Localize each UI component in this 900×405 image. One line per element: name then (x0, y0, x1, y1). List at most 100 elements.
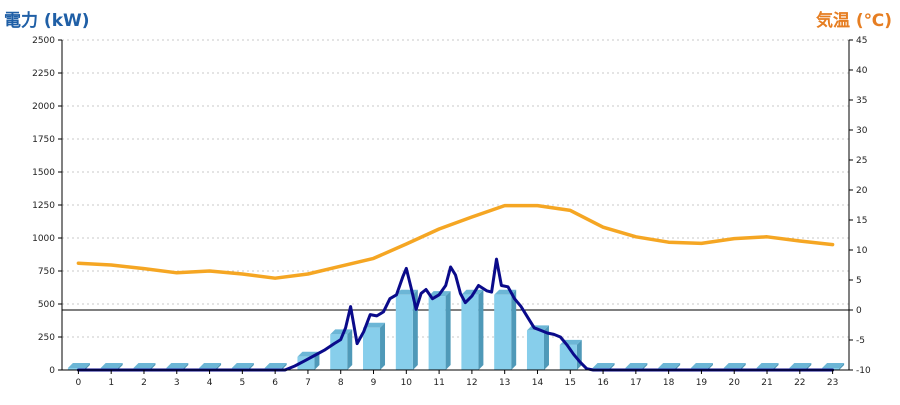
x-tick-label: 16 (597, 378, 609, 388)
left-tick-label: 500 (38, 300, 55, 310)
x-tick-label: 8 (338, 378, 344, 388)
right-axis-title: 気温 (℃) (815, 11, 892, 31)
right-tick-label: 5 (856, 276, 862, 286)
bar-top (166, 363, 189, 368)
left-tick-label: 1750 (32, 135, 55, 145)
bar-side (839, 363, 845, 370)
x-tick-label: 23 (827, 378, 838, 388)
bar-top (625, 363, 648, 368)
x-tick-label: 14 (532, 378, 544, 388)
x-tick-label: 17 (630, 378, 641, 388)
bar-side (183, 363, 189, 370)
right-tick-label: 10 (856, 246, 868, 256)
left-tick-label: 1000 (32, 234, 55, 244)
bar-side (740, 363, 746, 370)
bar-side (347, 329, 353, 370)
bar-side (117, 363, 123, 370)
bar-side (707, 363, 713, 370)
x-tick-label: 9 (371, 378, 377, 388)
bar (461, 289, 484, 370)
bar-front (428, 296, 446, 370)
x-tick-label: 21 (761, 378, 772, 388)
left-tick-label: 1250 (32, 201, 55, 211)
bar-top (592, 363, 615, 368)
power-line (76, 257, 835, 372)
x-tick-label: 19 (696, 378, 708, 388)
bar-side (576, 339, 582, 370)
x-tick-label: 6 (272, 378, 278, 388)
right-tick-label: 0 (856, 306, 862, 316)
bar-top (264, 363, 287, 368)
x-tick-label: 2 (141, 378, 147, 388)
bar-side (216, 363, 222, 370)
bar-top (330, 329, 353, 335)
x-tick-label: 12 (466, 378, 477, 388)
bar-front (297, 356, 315, 370)
right-tick-label: -10 (856, 366, 871, 376)
right-tick-label: 25 (856, 156, 867, 166)
bar-top (363, 322, 386, 328)
left-tick-label: 2250 (32, 69, 55, 79)
bar-front (461, 294, 479, 370)
left-tick-label: 0 (49, 366, 55, 376)
bar (526, 325, 549, 370)
bar-side (84, 363, 90, 370)
bar (559, 339, 582, 370)
x-tick-label: 7 (305, 378, 311, 388)
bar-side (511, 289, 517, 370)
bar-top (461, 289, 484, 295)
x-tick-label: 22 (794, 378, 805, 388)
bar-front (67, 368, 85, 370)
bar-front (494, 294, 512, 370)
bar-side (150, 363, 156, 370)
left-tick-label: 750 (38, 267, 55, 277)
left-tick-label: 2500 (32, 36, 55, 46)
x-tick-label: 18 (663, 378, 675, 388)
x-tick-label: 15 (565, 378, 576, 388)
bar-side (380, 322, 386, 370)
bar-top (756, 363, 779, 368)
bar-top (789, 363, 812, 368)
right-tick-label: 40 (856, 66, 868, 76)
bar-side (675, 363, 681, 370)
bar (363, 322, 386, 370)
x-tick-label: 4 (207, 378, 213, 388)
bar-front (526, 330, 544, 370)
right-tick-label: 45 (856, 36, 867, 46)
x-tick-label: 0 (76, 378, 82, 388)
bar-side (642, 363, 648, 370)
left-tick-label: 250 (38, 333, 55, 343)
x-tick-label: 1 (108, 378, 114, 388)
right-tick-label: 20 (856, 186, 868, 196)
bar-side (543, 325, 549, 370)
left-tick-label: 1500 (32, 168, 55, 178)
x-tick-label: 20 (729, 378, 741, 388)
bar-side (248, 363, 254, 370)
bar (494, 289, 517, 370)
bar-side (806, 363, 812, 370)
bar-top (658, 363, 681, 368)
x-tick-label: 5 (239, 378, 245, 388)
bar (297, 351, 320, 370)
temperature-line (76, 203, 835, 280)
right-tick-label: 35 (856, 96, 867, 106)
x-tick-label: 10 (401, 378, 413, 388)
bar-top (133, 363, 156, 368)
bar-top (231, 363, 254, 368)
bar (428, 291, 451, 370)
bar-front (363, 327, 381, 370)
left-axis-title: 電力 (kW) (4, 11, 90, 31)
bar-front (395, 294, 413, 370)
bar-top (723, 363, 746, 368)
bar-top (822, 363, 845, 368)
bar-side (609, 363, 615, 370)
bar-top (67, 363, 90, 368)
left-tick-label: 2000 (32, 102, 55, 112)
bar-side (773, 363, 779, 370)
bar-side (445, 291, 451, 370)
x-tick-label: 13 (499, 378, 510, 388)
right-tick-label: 30 (856, 126, 868, 136)
bar-side (281, 363, 287, 370)
